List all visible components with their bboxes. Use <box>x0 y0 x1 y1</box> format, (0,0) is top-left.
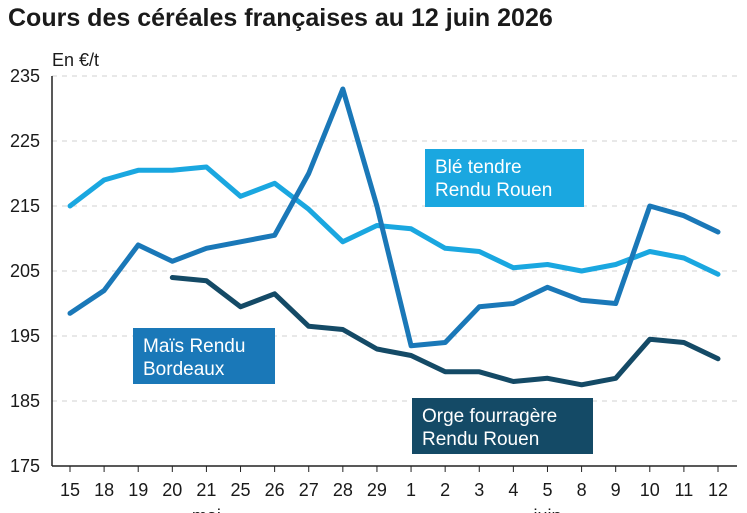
series-label-text: Rendu Rouen <box>422 429 539 450</box>
series-label-box <box>425 149 584 207</box>
chart-title: Cours des céréales françaises au 12 juin… <box>8 4 553 32</box>
y-axis-ticks: 175 185 195 205 215 225 235 <box>10 66 40 476</box>
x-tick-label-3: 3 <box>474 480 484 500</box>
series-label-text: Orge fourragère <box>422 406 557 427</box>
x-tick-label-28: 28 <box>333 480 353 500</box>
y-tick-label-235: 235 <box>10 66 40 86</box>
y-axis-unit-label: En €/t <box>52 50 99 70</box>
x-tick-label-19: 19 <box>128 480 148 500</box>
x-tick-label-4: 4 <box>508 480 518 500</box>
month-label-mai: mai <box>192 506 221 513</box>
x-tick-label-8: 8 <box>577 480 587 500</box>
x-tick-label-21: 21 <box>196 480 216 500</box>
y-tick-label-175: 175 <box>10 456 40 476</box>
series-line-mais <box>67 86 721 349</box>
x-axis-ticks: 151819202125262728291234589101112maijuin <box>60 466 728 513</box>
x-tick-label-2: 2 <box>440 480 450 500</box>
x-tick-label-26: 26 <box>265 480 285 500</box>
x-tick-label-12: 12 <box>708 480 728 500</box>
series-label-box <box>412 398 593 454</box>
y-tick-label-205: 205 <box>10 261 40 281</box>
x-tick-label-27: 27 <box>299 480 319 500</box>
series-label-text: Bordeaux <box>143 359 225 380</box>
x-tick-label-9: 9 <box>611 480 621 500</box>
x-tick-label-20: 20 <box>162 480 182 500</box>
month-label-juin: juin <box>532 506 561 513</box>
x-tick-label-25: 25 <box>231 480 251 500</box>
x-tick-label-29: 29 <box>367 480 387 500</box>
series-label-text: Rendu Rouen <box>435 180 552 201</box>
y-tick-label-195: 195 <box>10 326 40 346</box>
y-tick-label-185: 185 <box>10 391 40 411</box>
x-tick-label-11: 11 <box>675 480 694 500</box>
x-tick-label-5: 5 <box>542 480 552 500</box>
series-label-text: Maïs Rendu <box>143 336 245 357</box>
y-tick-label-225: 225 <box>10 131 40 151</box>
x-tick-label-18: 18 <box>94 480 114 500</box>
x-tick-label-15: 15 <box>60 480 80 500</box>
series-lines <box>67 86 721 388</box>
x-tick-label-1: 1 <box>406 480 416 500</box>
series-line-ble <box>67 164 721 277</box>
y-tick-label-215: 215 <box>10 196 40 216</box>
x-tick-label-10: 10 <box>640 480 660 500</box>
series-label-text: Blé tendre <box>435 157 522 178</box>
series-line-orge <box>169 275 721 388</box>
series-label-box <box>133 328 275 384</box>
